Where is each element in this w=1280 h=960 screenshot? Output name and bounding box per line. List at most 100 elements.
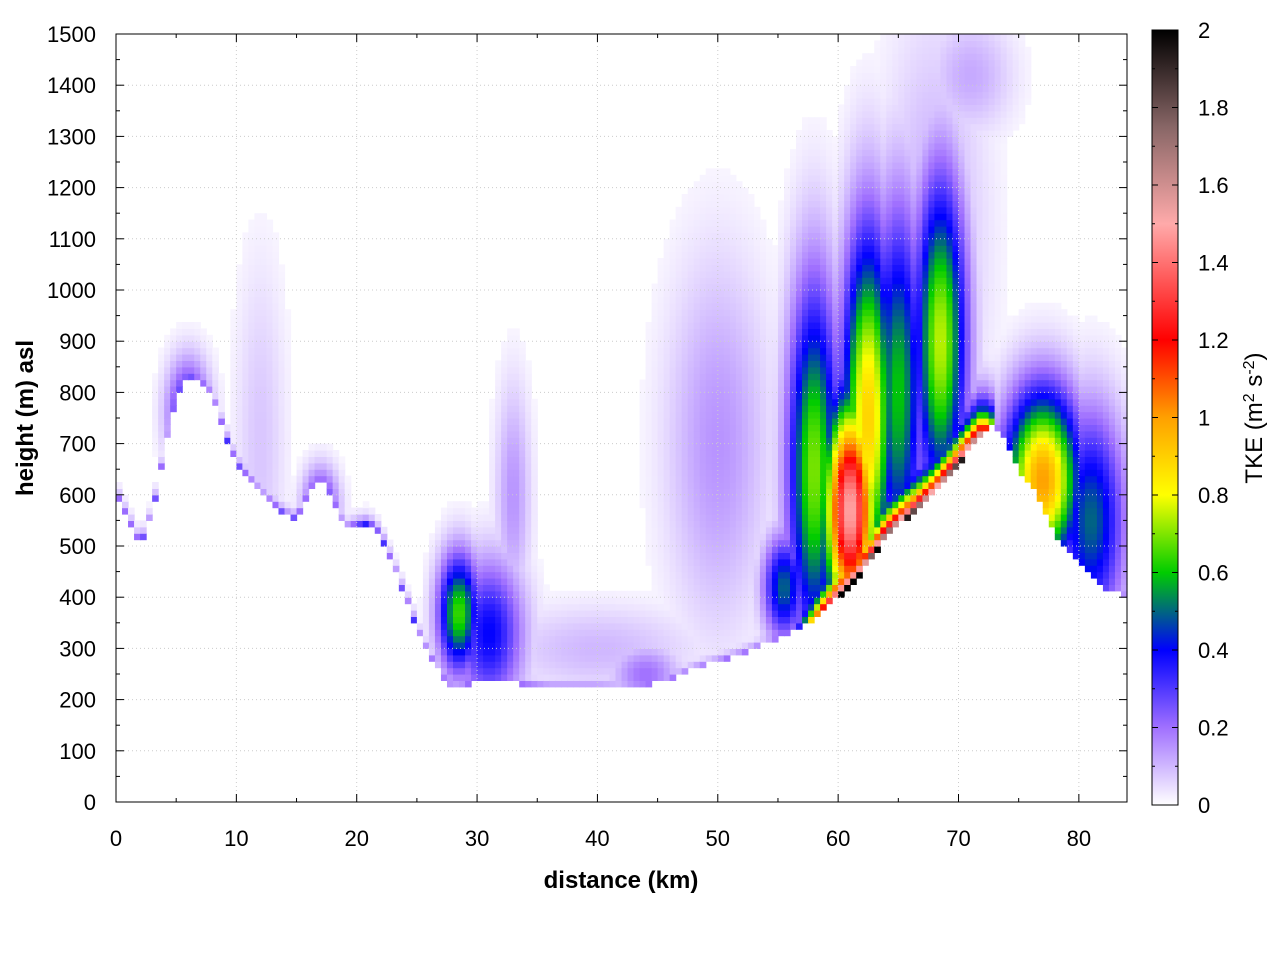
heatmap-cell — [723, 194, 731, 201]
heatmap-cell — [471, 654, 478, 662]
heatmap-cell — [573, 603, 580, 611]
heatmap-cell — [206, 341, 213, 349]
heatmap-cell — [278, 302, 286, 310]
heatmap-cell — [681, 526, 689, 534]
heatmap-cell — [832, 552, 839, 560]
heatmap-cell — [880, 59, 887, 67]
heatmap-cell — [862, 437, 869, 445]
heatmap-cell — [513, 366, 520, 374]
heatmap-cell — [898, 136, 905, 144]
heatmap-cell — [783, 238, 791, 246]
heatmap-cell — [495, 674, 502, 681]
heatmap-cell — [892, 149, 899, 157]
heatmap-cell — [874, 322, 881, 329]
heatmap-cell — [507, 539, 514, 547]
heatmap-cell — [820, 392, 827, 400]
heatmap-cell — [759, 610, 767, 617]
heatmap-cell — [850, 437, 857, 445]
heatmap-cell — [495, 520, 502, 528]
heatmap-cell — [874, 290, 881, 297]
heatmap-cell — [808, 379, 815, 387]
heatmap-cell — [513, 379, 520, 387]
heatmap-cell — [832, 462, 839, 470]
heatmap-cell — [723, 648, 731, 656]
heatmap-cell — [453, 629, 460, 637]
heatmap-cell — [657, 450, 665, 457]
heatmap-cell — [771, 494, 779, 502]
heatmap-cell — [747, 469, 755, 477]
heatmap-cell — [783, 354, 791, 361]
heatmap-cell — [483, 565, 490, 573]
heatmap-cell — [248, 347, 256, 355]
heatmap-cell — [284, 354, 292, 361]
heatmap-cell — [410, 616, 418, 624]
heatmap-cell — [856, 78, 863, 86]
heatmap-cell — [471, 635, 478, 643]
heatmap-cell — [747, 206, 755, 214]
heatmap-cell — [254, 277, 262, 285]
heatmap-cell — [802, 590, 809, 598]
heatmap-cell — [741, 232, 749, 240]
heatmap-cell — [904, 462, 911, 470]
heatmap-cell — [513, 501, 520, 509]
heatmap-cell — [651, 405, 659, 413]
heatmap-cell — [446, 558, 454, 566]
heatmap-cell — [591, 642, 599, 649]
heatmap-cell — [519, 642, 526, 649]
heatmap-cell — [561, 635, 568, 643]
heatmap-cell — [892, 168, 899, 176]
heatmap-cell — [844, 341, 851, 349]
heatmap-cell — [254, 443, 262, 451]
heatmap-cell — [489, 405, 496, 413]
heatmap-cell — [910, 341, 917, 349]
heatmap-cell — [531, 482, 538, 489]
heatmap-cell — [783, 616, 791, 624]
heatmap-cell — [765, 354, 773, 361]
heatmap-cell — [735, 206, 743, 214]
heatmap-cell — [675, 328, 683, 336]
heatmap-cell — [904, 53, 911, 61]
heatmap-cell — [759, 232, 767, 240]
heatmap-cell — [621, 661, 629, 669]
heatmap-cell — [266, 411, 274, 419]
heatmap-cell — [904, 424, 911, 432]
heatmap-cell — [832, 341, 839, 349]
heatmap-cell — [735, 200, 743, 208]
heatmap-cell — [308, 482, 316, 489]
heatmap-cell — [507, 622, 514, 630]
heatmap-cell — [675, 238, 683, 246]
heatmap-cell — [657, 667, 665, 675]
heatmap-cell — [838, 578, 845, 585]
heatmap-cell — [850, 117, 857, 125]
heatmap-cell — [868, 546, 875, 553]
heatmap-cell — [248, 360, 256, 368]
heatmap-cell — [783, 597, 791, 605]
heatmap-cell — [212, 386, 219, 393]
heatmap-cell — [729, 245, 737, 253]
heatmap-cell — [380, 526, 388, 534]
heatmap-cell — [898, 168, 905, 176]
heatmap-cell — [477, 590, 484, 598]
heatmap-cell — [128, 514, 135, 521]
heatmap-cell — [699, 392, 707, 400]
heatmap-cell — [880, 72, 887, 80]
heatmap-cell — [434, 539, 442, 547]
heatmap-cell — [477, 546, 484, 553]
heatmap-cell — [777, 238, 785, 246]
heatmap-cell — [892, 405, 899, 413]
heatmap-cell — [513, 405, 520, 413]
heatmap-cell — [910, 430, 917, 438]
heatmap-cell — [242, 437, 249, 445]
heatmap-cell — [747, 565, 755, 573]
heatmap-cell — [741, 462, 749, 470]
heatmap-cell — [266, 430, 274, 438]
heatmap-cell — [826, 155, 833, 163]
heatmap-cell — [886, 219, 893, 227]
heatmap-cell — [422, 597, 430, 605]
heatmap-cell — [242, 386, 249, 393]
heatmap-cell — [519, 366, 526, 374]
heatmap-cell — [814, 424, 821, 432]
heatmap-cell — [723, 251, 731, 259]
heatmap-cell — [597, 674, 605, 681]
heatmap-cell — [705, 482, 713, 489]
